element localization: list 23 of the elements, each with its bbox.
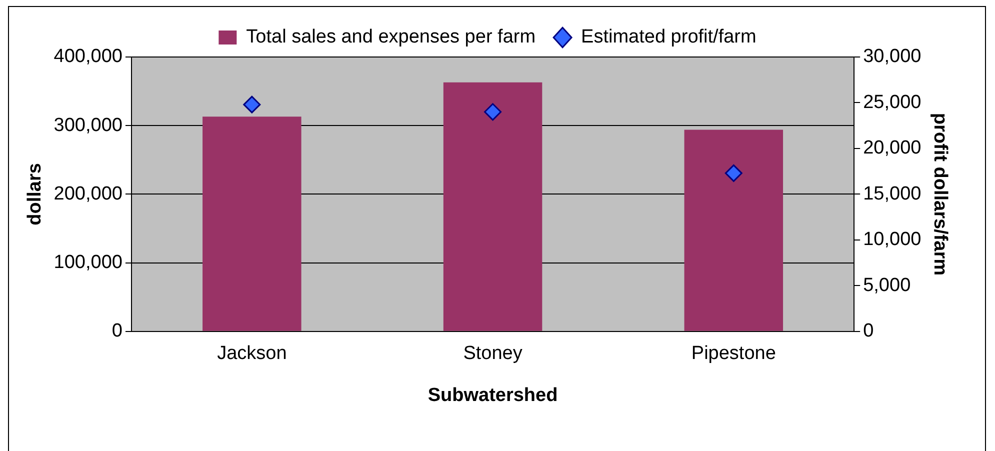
- point: [484, 103, 502, 121]
- y-tick-label: 0: [112, 320, 122, 342]
- y2-axis-title: profit dollars/farm: [929, 112, 950, 276]
- y2-tick-label: 5,000: [863, 274, 911, 296]
- point: [724, 164, 742, 182]
- y2-tick-label: 0: [863, 320, 874, 342]
- y-tick-label: 200,000: [54, 183, 122, 204]
- y2-tick-label: 25,000: [863, 92, 922, 113]
- y-axis-title: dollars: [24, 163, 46, 226]
- y2-tick-label: 10,000: [863, 229, 922, 250]
- y2-tick-label: 15,000: [863, 183, 922, 204]
- legend-label: Total sales and expenses per farm: [246, 26, 536, 48]
- y2-tick-label: 30,000: [863, 46, 922, 68]
- y2-tick-label: 20,000: [863, 138, 922, 159]
- y-tick-label: 300,000: [54, 114, 122, 136]
- y-tick-label: 100,000: [54, 252, 122, 274]
- point: [243, 96, 261, 114]
- legend-label: Estimated profit/farm: [581, 26, 756, 48]
- x-tick-label: Jackson: [217, 343, 287, 364]
- x-tick-label: Stoney: [463, 343, 523, 364]
- x-tick-label: Pipestone: [691, 343, 776, 364]
- x-axis-title: Subwatershed: [428, 384, 558, 406]
- y-tick-label: 400,000: [54, 46, 122, 68]
